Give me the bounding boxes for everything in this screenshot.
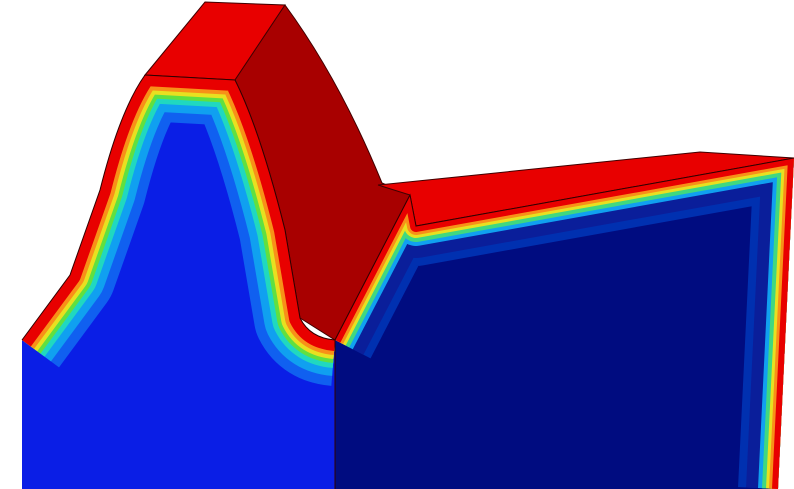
page: [0, 0, 794, 489]
contour-plot: [0, 0, 794, 489]
